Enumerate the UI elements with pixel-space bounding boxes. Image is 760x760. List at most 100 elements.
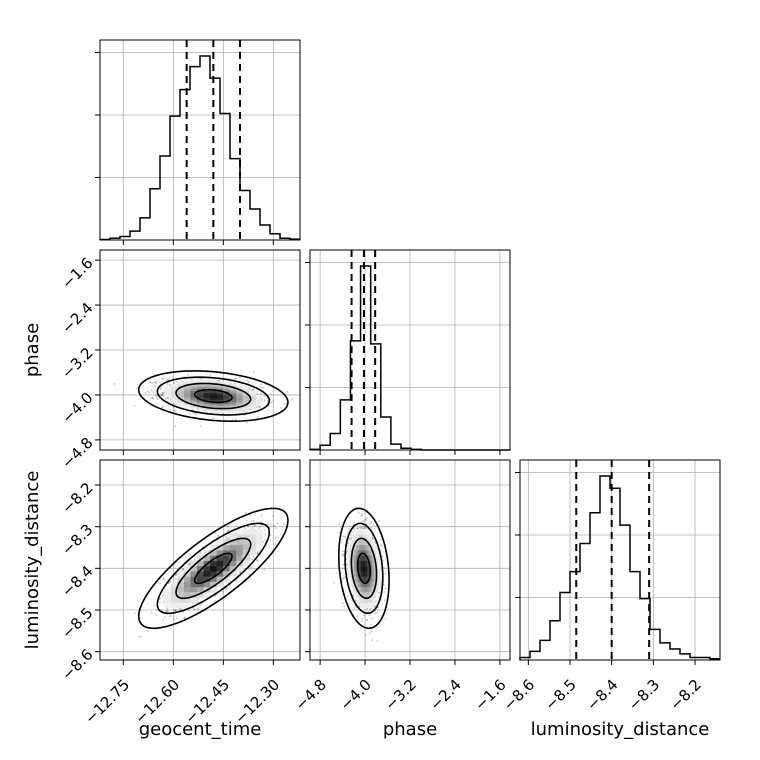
density-cell <box>354 534 357 540</box>
sample-point <box>263 539 266 541</box>
density-cell <box>197 388 204 391</box>
density-cell <box>223 410 231 413</box>
sample-point <box>350 534 353 536</box>
density-cell <box>183 597 191 603</box>
x-tick-label-phase: −4.8 <box>292 676 330 714</box>
y-tick-label-phase: −4.8 <box>58 434 96 472</box>
sample-point <box>384 573 387 575</box>
sample-point <box>352 523 354 526</box>
sample-point <box>161 596 164 598</box>
density-cell <box>360 544 364 551</box>
y-axis-title-luminosity_distance: luminosity_distance <box>22 471 43 650</box>
sample-point <box>244 512 247 514</box>
density-cell <box>360 528 364 535</box>
sample-point <box>360 526 363 529</box>
sample-point <box>162 619 164 621</box>
sample-point <box>345 551 348 554</box>
sample-point <box>148 391 150 394</box>
sample-point <box>166 608 169 610</box>
sample-point <box>382 566 385 569</box>
sample-point <box>174 410 176 413</box>
density-cell <box>378 581 381 588</box>
sample-point <box>377 606 380 609</box>
density-cell <box>360 534 364 540</box>
density-cell <box>358 555 362 561</box>
density-cell <box>371 539 375 546</box>
density-cell <box>367 586 370 593</box>
density-cell <box>373 565 377 572</box>
density-cell <box>354 549 357 556</box>
density-cell <box>360 597 364 603</box>
sample-point <box>360 626 362 629</box>
sample-point <box>272 399 275 402</box>
sample-point <box>188 562 191 565</box>
density-cell <box>362 591 366 598</box>
sample-point <box>263 399 266 402</box>
sample-point <box>262 386 265 389</box>
sample-point <box>363 527 366 530</box>
density-cell <box>365 539 368 546</box>
density-cell <box>177 381 185 385</box>
density-cell <box>203 403 211 407</box>
y-tick-label-phase: −1.6 <box>58 254 96 292</box>
density-cell <box>216 539 224 546</box>
density-cell <box>170 597 178 603</box>
sample-point <box>193 557 196 560</box>
density-cell <box>236 408 244 411</box>
density-cell <box>369 597 373 603</box>
sample-point <box>183 617 186 619</box>
sample-point <box>280 516 283 519</box>
sample-point <box>175 403 177 406</box>
sample-point <box>146 390 149 393</box>
sample-point <box>256 551 259 554</box>
sample-point <box>361 514 364 517</box>
density-cell <box>190 576 198 582</box>
density-cell <box>358 565 362 572</box>
y-tick-label-luminosity_distance: −8.4 <box>58 562 96 600</box>
density-cell <box>249 544 257 551</box>
density-cell <box>229 390 237 394</box>
sample-point <box>245 379 248 382</box>
density-cell <box>210 565 217 572</box>
density-cell <box>190 560 198 567</box>
density-cell <box>354 555 357 561</box>
sample-point <box>189 562 191 564</box>
x-axis-title-luminosity_distance: luminosity_distance <box>531 719 710 740</box>
x-axis-title-geocent_time: geocent_time <box>139 719 262 740</box>
density-cell <box>365 544 368 551</box>
sample-point <box>155 382 157 385</box>
x-tick-label-phase: −4.0 <box>336 676 374 714</box>
sample-point <box>379 544 382 546</box>
density-cell <box>203 379 211 383</box>
density-cell <box>365 586 368 593</box>
density-cell <box>223 397 231 400</box>
sample-point <box>158 598 161 600</box>
sample-point <box>153 604 155 607</box>
density-cell <box>371 591 375 598</box>
density-cell <box>255 544 263 551</box>
sample-point <box>363 614 366 617</box>
density-cell <box>349 544 353 551</box>
density-cell <box>362 528 366 535</box>
sample-point <box>205 411 208 413</box>
sample-point <box>356 527 359 530</box>
density-cell <box>242 544 250 551</box>
sample-point <box>342 555 345 557</box>
sample-point <box>259 406 261 409</box>
sample-point <box>348 528 351 531</box>
sample-point <box>256 559 258 562</box>
density-cell <box>367 549 370 556</box>
density-cell <box>216 555 224 561</box>
density-cell <box>351 565 355 572</box>
density-cell <box>365 560 368 567</box>
sample-point <box>234 382 236 385</box>
density-cell <box>242 534 250 540</box>
density-cell <box>371 602 375 609</box>
sample-point <box>272 525 275 528</box>
sample-point <box>229 523 232 526</box>
density-cell <box>249 539 257 546</box>
sample-point <box>162 391 165 394</box>
contour-line <box>156 522 271 615</box>
density-cell <box>249 534 257 540</box>
sample-point <box>256 552 258 555</box>
